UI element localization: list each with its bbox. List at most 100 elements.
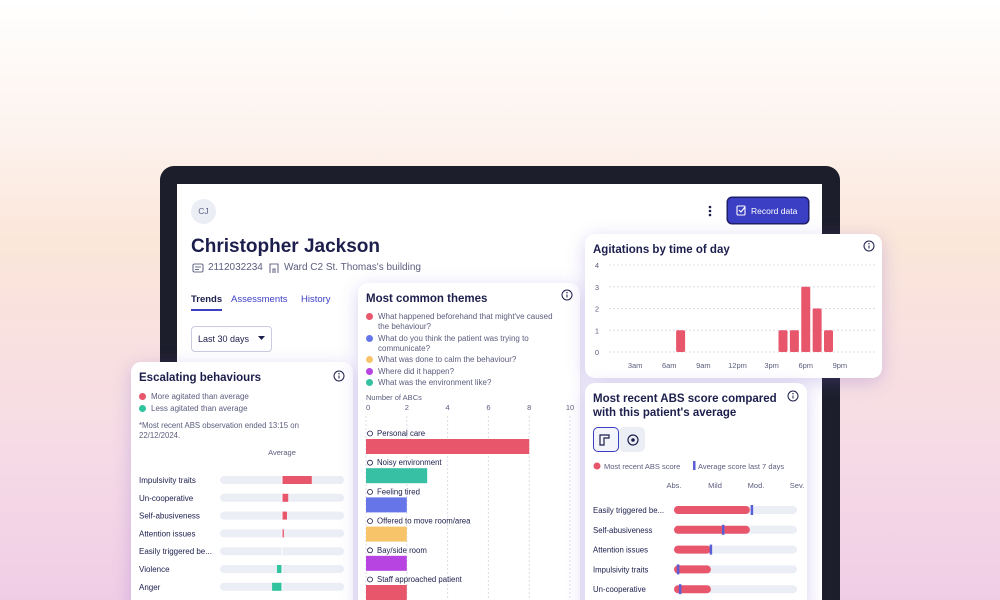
x-tick-label: 6am — [662, 361, 677, 370]
patient-name: Christopher Jackson — [191, 236, 380, 257]
average-marker — [678, 584, 682, 595]
bar — [277, 565, 282, 573]
id-icon — [192, 263, 204, 273]
bar — [366, 526, 407, 542]
period-filter-label: Last 30 days — [198, 334, 250, 344]
legend-swatch — [139, 393, 146, 400]
abs-panel: Most recent ABS score compared with this… — [585, 383, 807, 600]
recent-bar — [674, 585, 711, 594]
bar-label: Bay/side room — [377, 546, 427, 555]
x-tick-label: Mild — [708, 481, 722, 490]
record-icon — [736, 205, 746, 216]
legend-label: Where did it happen? — [378, 366, 455, 376]
row-label: Self-abusiveness — [593, 526, 652, 535]
legend-item: More agitated than average — [139, 392, 249, 402]
y-tick-label: 4 — [595, 261, 599, 270]
legend: What happened beforehand that might've c… — [366, 312, 561, 390]
record-button[interactable]: Record data — [728, 198, 808, 223]
tab[interactable]: Assessments — [231, 294, 288, 305]
tab[interactable]: History — [301, 294, 331, 305]
record-button-label: Record data — [751, 206, 798, 216]
x-tick-label: 3pm — [764, 361, 779, 370]
legend-swatch — [366, 334, 373, 342]
tab[interactable]: Trends — [191, 294, 223, 311]
agitations-chart: 0 1 2 3 4 3am 6am 9am 12pm 3pm 6pm 9pm — [595, 240, 875, 370]
legend-label: Average score last 7 days — [698, 462, 784, 471]
info-icon — [338, 373, 340, 375]
legend-label: What happened beforehand that might've c… — [378, 312, 553, 331]
legend-label: More agitated than average — [151, 392, 249, 401]
bar — [282, 529, 284, 538]
bar-label: Offered to move room/area — [377, 517, 471, 526]
legend-label: Most recent ABS score — [604, 462, 680, 471]
x-tick-label: 8 — [527, 403, 531, 412]
bar — [366, 439, 530, 454]
menu-button[interactable] — [707, 204, 713, 218]
category-icon — [367, 488, 373, 495]
period-filter[interactable]: Last 30 days — [191, 326, 272, 352]
x-tick-label: 10 — [566, 403, 574, 412]
note: *Most recent ABS observation ended 13:15… — [139, 421, 299, 440]
panel-title: Agitations by time of day — [593, 244, 730, 256]
row-label: Anger — [139, 583, 161, 592]
row-label: Easily triggered be... — [139, 547, 212, 556]
row-label: Impulsivity traits — [593, 565, 649, 574]
recent-bar — [674, 525, 750, 534]
bar — [366, 468, 428, 484]
bar-label: Staff approached patient — [377, 575, 463, 584]
x-tick-label: 12pm — [728, 361, 747, 370]
average-marker — [750, 505, 754, 515]
bar — [789, 330, 799, 352]
view-toggle[interactable] — [593, 427, 619, 452]
bar — [366, 585, 407, 600]
x-tick-label: 9pm — [833, 361, 848, 370]
average-marker — [709, 544, 713, 555]
x-tick-label: Mod. — [748, 481, 765, 490]
bar — [272, 582, 282, 591]
row-label: Easily triggered be... — [593, 506, 664, 515]
patient-id: 2112032234 — [208, 262, 263, 273]
info-icon — [561, 289, 573, 301]
category-icon — [367, 576, 373, 583]
average-marker — [676, 564, 680, 575]
bar — [366, 497, 407, 513]
legend-item: Less agitated than average — [139, 404, 249, 414]
bar — [366, 555, 407, 571]
recent-bar — [674, 506, 750, 514]
info-icon — [566, 292, 568, 294]
legend-swatch — [366, 313, 373, 320]
info-icon — [792, 393, 794, 395]
x-tick-label: 6pm — [798, 361, 813, 370]
panel-title: Most recent ABS score compared with this… — [593, 393, 777, 419]
x-tick-label: 6 — [486, 403, 490, 412]
category-icon — [367, 430, 373, 437]
y-tick-label: 0 — [595, 348, 599, 357]
legend-item: What happened beforehand that might've c… — [366, 312, 561, 332]
abs-chart: Most recent ABS score Average score last … — [593, 390, 804, 595]
y-tick-label: 2 — [595, 305, 599, 314]
y-tick-label: 3 — [595, 283, 599, 292]
row-label: Attention issues — [593, 546, 648, 555]
agitations-panel: Agitations by time of day 0 1 2 3 4 3am 6am 9am… — [585, 234, 882, 378]
bar-label: Noisy environment — [377, 458, 442, 467]
row-label: Violence — [139, 565, 170, 574]
row-label: Self-abusiveness — [139, 512, 200, 521]
themes-panel: Most common themes What happened beforeh… — [358, 283, 580, 600]
bar — [676, 330, 686, 352]
legend-item: What was done to calm the behaviour? — [366, 355, 561, 365]
legend-item: What was the environment like? — [366, 378, 561, 388]
ward: Ward C2 St. Thomas's building — [284, 262, 421, 273]
category-icon — [367, 518, 373, 525]
legend-label: What was done to calm the behaviour? — [378, 355, 517, 364]
bar — [282, 493, 289, 502]
category-icon — [367, 459, 373, 466]
legend-swatch — [366, 356, 373, 363]
average-marker — [721, 524, 725, 535]
x-tick-label: 2 — [405, 403, 409, 412]
info-icon — [863, 240, 875, 252]
recent-bar — [674, 565, 711, 574]
bar-label: Feeling tired — [377, 487, 420, 496]
legend-swatch — [693, 461, 696, 470]
